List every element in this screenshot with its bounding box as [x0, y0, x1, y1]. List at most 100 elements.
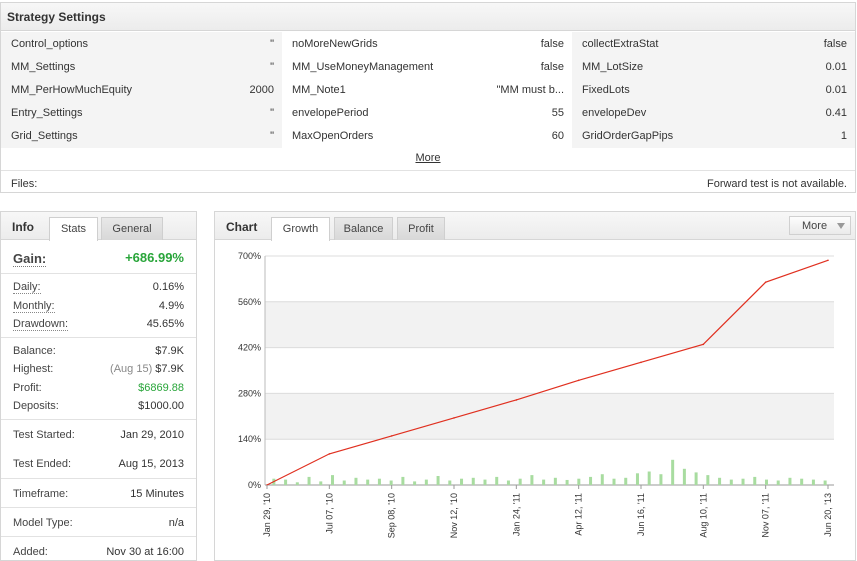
activity-bar — [612, 478, 616, 485]
grid-band — [265, 256, 834, 302]
setting-key: Entry_Settings — [11, 107, 83, 119]
settings-column-2: noMoreNewGrids false MM_UseMoneyManagement… — [282, 32, 572, 148]
setting-row: MM_PerHowMuchEquity 2000 — [1, 78, 282, 101]
setting-row: MM_LotSize 0.01 — [572, 55, 855, 78]
activity-bar — [729, 479, 733, 485]
setting-value: 0.41 — [825, 107, 847, 119]
chevron-down-icon — [837, 223, 845, 229]
activity-bar — [460, 478, 464, 485]
activity-bar — [401, 476, 405, 485]
setting-row: Entry_Settings " — [1, 101, 282, 124]
setting-key: FixedLots — [582, 84, 630, 96]
setting-key: MM_Settings — [11, 61, 76, 73]
info-body: Gain: +686.99% Daily: 0.16% Monthly: 4.9% Dr… — [1, 241, 196, 561]
y-tick-label: 560% — [238, 297, 261, 307]
y-tick-label: 420% — [238, 343, 261, 353]
growth-point — [328, 453, 331, 455]
chart-more-button[interactable]: More — [789, 216, 851, 235]
setting-value: " — [270, 38, 274, 50]
setting-value: 0.01 — [825, 84, 847, 96]
setting-value: " — [270, 130, 274, 142]
x-tick-label: Jun 16, '11 — [636, 493, 646, 536]
stat-label: Drawdown: — [13, 318, 69, 331]
stat-row: Monthly: 4.9% — [1, 297, 196, 316]
setting-row: MM_Settings " — [1, 55, 282, 78]
setting-key: collectExtraStat — [582, 38, 659, 50]
stat-value-text: 45.65% — [146, 318, 184, 330]
info-tabbar: Info Stats General — [1, 212, 196, 241]
gain-label: Gain: — [13, 251, 47, 267]
activity-bar — [706, 475, 710, 485]
activity-bar — [553, 477, 557, 485]
activity-bar — [377, 478, 381, 485]
activity-bar — [800, 478, 804, 485]
setting-row: envelopePeriod 55 — [282, 101, 572, 124]
activity-bar — [471, 477, 475, 485]
model-type-value: n/a — [168, 516, 184, 529]
tab-general[interactable]: General — [101, 217, 163, 240]
activity-bar — [495, 476, 499, 485]
activity-bar — [389, 480, 393, 485]
strategy-settings-title: Strategy Settings — [1, 3, 855, 31]
settings-column-1: Control_options " MM_Settings " MM_PerHowMuc… — [1, 32, 282, 148]
test-ended-row: Test Ended: Aug 15, 2013 — [1, 449, 196, 478]
setting-key: MM_Note1 — [292, 84, 346, 96]
setting-key: envelopePeriod — [292, 107, 369, 119]
activity-bar — [624, 477, 628, 485]
growth-point — [515, 399, 518, 401]
activity-bar — [718, 477, 722, 485]
grid-band — [265, 439, 834, 485]
x-tick-label: Sep 08, '10 — [387, 493, 397, 538]
activity-bar — [753, 476, 757, 485]
y-tick-label: 280% — [238, 388, 261, 398]
info-panel: Info Stats General Gain: +686.99% Daily:… — [0, 211, 197, 561]
setting-value: "MM must b... — [496, 84, 564, 96]
settings-more-link[interactable]: More — [415, 152, 441, 164]
activity-bar — [483, 479, 487, 485]
activity-bar — [659, 474, 663, 485]
added-label: Added: — [13, 545, 48, 558]
setting-key: envelopeDev — [582, 107, 647, 119]
setting-key: MM_LotSize — [582, 61, 644, 73]
strategy-settings-panel: Strategy Settings Control_options " MM_Set… — [0, 2, 856, 193]
setting-value: false — [823, 38, 847, 50]
test-started-value: Jan 29, 2010 — [120, 428, 184, 441]
stat-row: Highest: (Aug 15) $7.9K — [1, 360, 196, 379]
stat-value-text: $7.9K — [155, 344, 184, 357]
setting-value: " — [270, 107, 274, 119]
growth-point — [453, 417, 455, 419]
setting-key: noMoreNewGrids — [292, 38, 378, 50]
growth-point — [764, 281, 767, 283]
stat-row: Deposits: $1000.00 — [1, 397, 196, 416]
activity-bar — [600, 474, 604, 485]
stat-row: Drawdown: 45.65% — [1, 315, 196, 334]
stat-subvalue: (Aug 15) — [110, 363, 153, 375]
tab-growth[interactable]: Growth — [271, 217, 330, 241]
setting-row: collectExtraStat false — [572, 32, 855, 55]
activity-bar — [577, 478, 581, 485]
stat-label: Highest: — [13, 363, 54, 375]
added-row: Added: Nov 30 at 16:00 — [1, 537, 196, 561]
x-tick-label: Aug 10, '11 — [698, 493, 708, 538]
stat-row: Balance: $7.9K — [1, 342, 196, 361]
tab-balance[interactable]: Balance — [334, 217, 393, 240]
activity-bar — [589, 476, 593, 485]
setting-key: Grid_Settings — [11, 130, 78, 142]
stat-value-text: 0.16% — [152, 281, 184, 293]
setting-value: false — [540, 61, 564, 73]
activity-bar — [413, 481, 417, 485]
stat-row: Daily: 0.16% — [1, 278, 196, 297]
tab-stats[interactable]: Stats — [49, 217, 98, 241]
tab-profit[interactable]: Profit — [397, 217, 445, 240]
setting-key: Control_options — [11, 38, 89, 50]
files-label: Files: — [11, 178, 38, 190]
grid-band — [265, 347, 834, 394]
activity-bar — [565, 479, 569, 485]
activity-bar — [635, 473, 639, 485]
test-started-label: Test Started: — [13, 428, 75, 441]
activity-bar — [342, 480, 346, 485]
chart-title: Chart — [226, 220, 258, 234]
setting-row: envelopeDev 0.41 — [572, 101, 855, 124]
setting-value: 55 — [551, 107, 564, 119]
y-tick-label: 140% — [238, 434, 261, 444]
